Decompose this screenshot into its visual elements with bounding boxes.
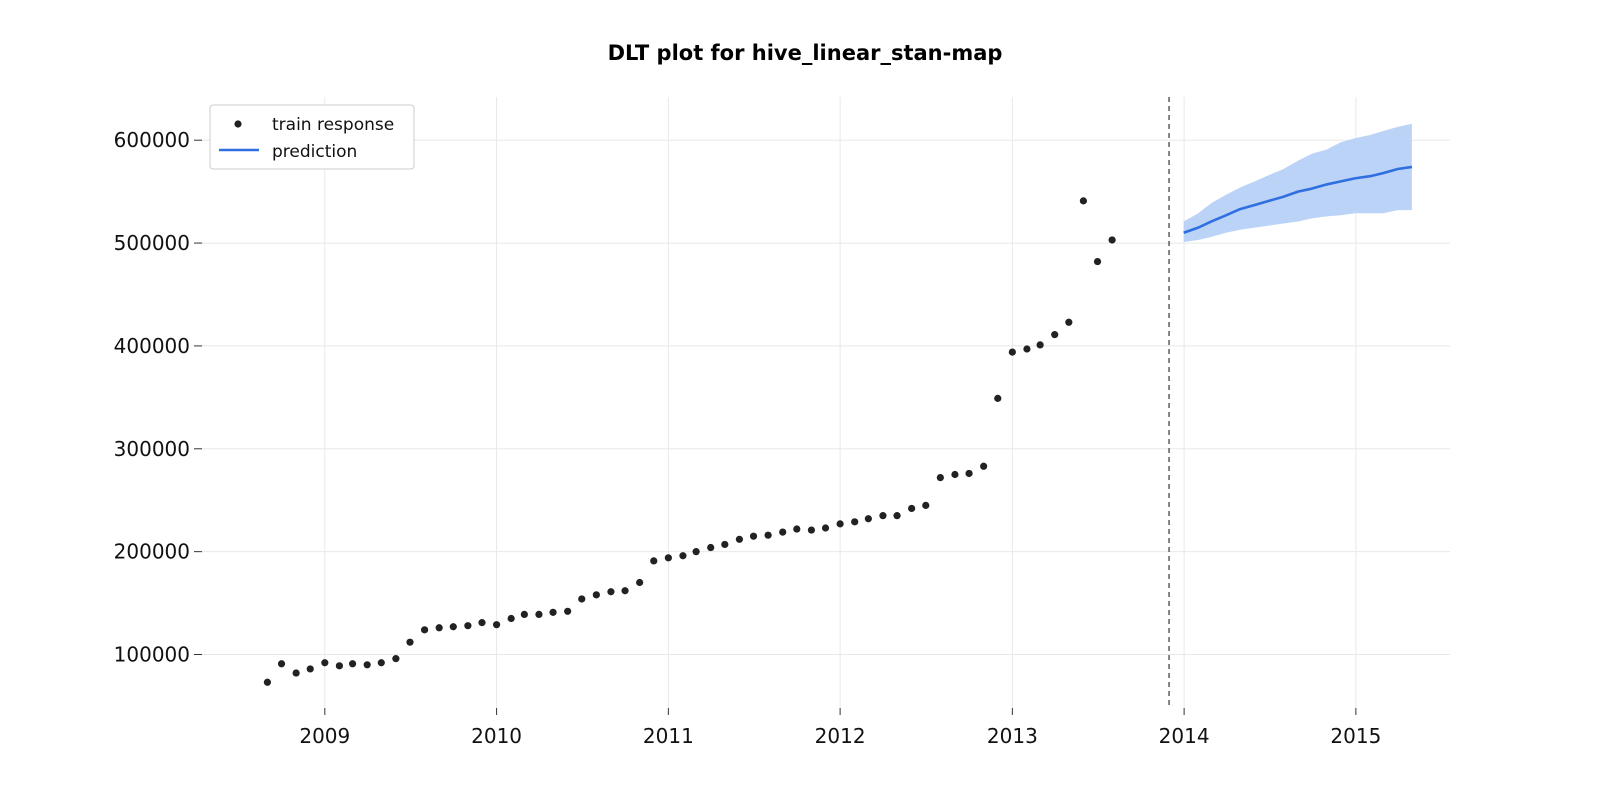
x-tick-label: 2010 (471, 724, 522, 748)
train-point (821, 524, 830, 532)
train-point (851, 518, 859, 526)
train-point (893, 512, 901, 520)
train-point (1036, 341, 1044, 349)
legend-label-train-response: train response (272, 115, 394, 135)
train-point (1023, 345, 1031, 353)
y-tick-label: 200000 (114, 540, 190, 564)
train-point (363, 661, 371, 669)
train-point (1051, 331, 1059, 339)
train-point (1093, 257, 1102, 266)
legend-label-prediction: prediction (272, 142, 357, 162)
train-point (1008, 348, 1016, 356)
train-point (607, 588, 615, 596)
y-tick-label: 400000 (114, 334, 190, 358)
chart-title: DLT plot for hive_linear_stan-map (608, 41, 1003, 65)
train-point (1065, 318, 1073, 326)
train-point (650, 557, 658, 565)
train-point (836, 520, 844, 528)
train-point (864, 515, 872, 523)
train-point (965, 469, 973, 478)
train-point (507, 614, 515, 623)
train-point (951, 470, 959, 479)
train-point (292, 669, 300, 677)
x-tick-label: 2011 (643, 724, 694, 748)
train-point (348, 660, 357, 668)
train-point (879, 512, 887, 520)
prediction-line (1183, 165, 1413, 235)
train-point (520, 610, 528, 618)
x-tick-label: 2012 (815, 724, 866, 748)
train-point (936, 473, 944, 482)
train-point (707, 543, 715, 552)
x-tick-label: 2009 (299, 724, 350, 748)
train-point (980, 462, 988, 470)
train-point (535, 610, 543, 618)
train-point (478, 619, 486, 627)
y-tick-label: 600000 (114, 128, 190, 152)
train-point (621, 587, 629, 595)
train-point (636, 578, 644, 587)
train-point (492, 621, 501, 629)
train-point (263, 678, 272, 686)
prediction-series (1183, 165, 1413, 235)
train-point (420, 626, 429, 634)
train-point (908, 504, 916, 513)
train-point (406, 638, 414, 646)
y-tick-label: 300000 (114, 437, 190, 461)
train-point (392, 655, 400, 663)
train-point (592, 591, 600, 599)
train-point (321, 659, 329, 667)
y-tick-label: 100000 (114, 643, 190, 667)
train-point (306, 665, 314, 673)
train-point (549, 608, 557, 616)
prediction-interval (1183, 123, 1412, 243)
legend-marker-train-response (234, 120, 242, 128)
prediction-band (1183, 123, 1412, 243)
train-point (464, 622, 472, 630)
train-point (435, 624, 443, 632)
legend: train response prediction (209, 104, 415, 170)
train-point (807, 526, 816, 534)
x-tick-label: 2015 (1330, 724, 1381, 748)
train-point (994, 394, 1002, 402)
train-point (1108, 236, 1116, 244)
train-point (735, 535, 744, 543)
train-point (578, 595, 586, 603)
train-point (564, 607, 572, 615)
train-point (922, 501, 930, 509)
train-point (721, 540, 729, 549)
gridlines (202, 97, 1450, 708)
x-tick-label: 2014 (1159, 724, 1210, 748)
train-point (1079, 197, 1088, 205)
train-point (793, 525, 801, 533)
train-point (749, 532, 758, 540)
train-point (679, 552, 687, 560)
train-point (764, 531, 772, 539)
train-point (692, 548, 700, 556)
train-point (779, 528, 787, 536)
train-response-series (263, 197, 1116, 686)
y-tick-label: 500000 (114, 231, 190, 255)
train-point (277, 660, 286, 668)
train-point (335, 662, 344, 670)
legend-frame (209, 104, 415, 170)
axis-ticks: 100000 200000 300000 400000 500000 600000 2009… (114, 128, 1382, 748)
x-tick-label: 2013 (987, 724, 1038, 748)
train-point (449, 623, 457, 631)
train-point (377, 659, 385, 667)
train-point (664, 554, 672, 562)
